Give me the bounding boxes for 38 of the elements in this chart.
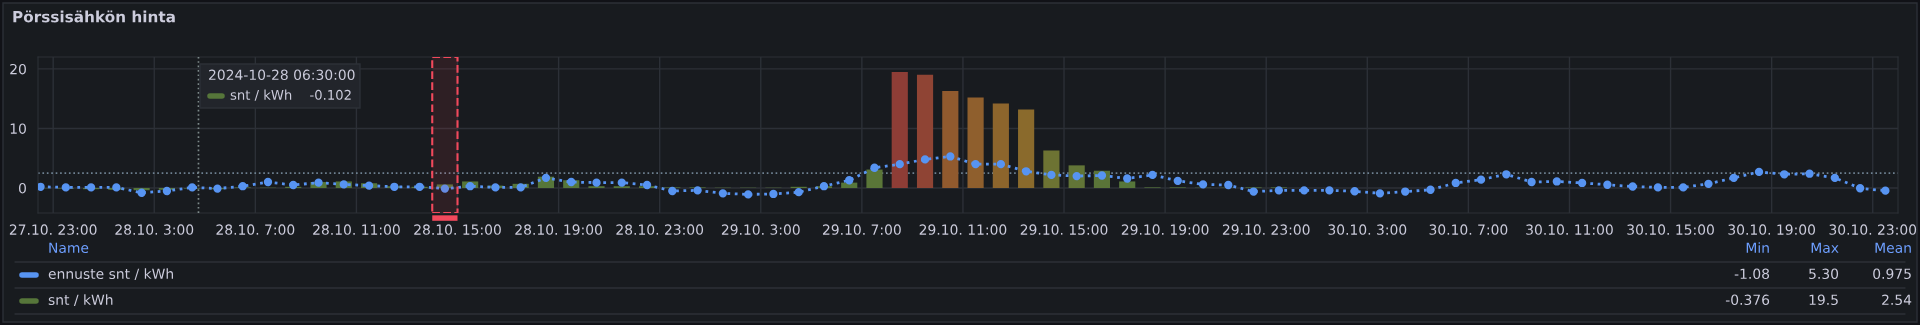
text: Max [1811,242,1839,254]
chart-title: Pörssisähkön hinta [13,10,175,23]
x-tick-label: 29.10. 15:00 [1020,224,1108,235]
y-tick-label: 0 [18,182,26,194]
x-tick-label: 28.10. 15:00 [414,224,501,235]
x-tick-label: 29.10. 7:00 [822,224,901,235]
x-tick-label: 30.10. 15:00 [1627,224,1714,235]
x-tick-label: 27.10. 23:00 [9,224,97,235]
text: Mean [1875,242,1911,254]
annotation: 2024-10-28 06:30:00 [209,69,355,81]
x-tick-label: 29.10. 11:00 [919,224,1007,235]
text: 2.54 [1882,294,1912,306]
x-tick-label: 30.10. 7:00 [1429,224,1508,235]
x-tick-label: 28.10. 7:00 [216,224,295,235]
text: -0.376 [1725,294,1770,306]
x-tick-label: 29.10. 3:00 [721,224,800,235]
x-tick-label: 29.10. 23:00 [1222,224,1310,235]
text: 19.5 [1809,294,1838,306]
x-tick-label: 30.10. 11:00 [1526,224,1613,235]
x-tick-label: 30.10. 3:00 [1328,224,1407,235]
x-tick-label: 29.10. 19:00 [1121,224,1209,235]
x-tick-label: 30.10. 23:00 [1829,224,1917,235]
text: 5.30 [1809,268,1839,280]
legend-label: snt / kWh [48,294,113,307]
legend-label: ennuste snt / kWh [48,268,173,281]
text: Min [1746,242,1769,253]
x-tick-label: 28.10. 11:00 [313,224,400,235]
x-tick-label: 30.10. 19:00 [1728,224,1816,235]
x-tick-label: 28.10. 23:00 [616,224,704,235]
annotation: -0.102 [310,89,351,100]
annotation: snt / kWh [230,89,292,101]
y-tick-label: 10 [10,123,26,134]
y-tick-label: 20 [10,63,26,75]
x-tick-label: 28.10. 19:00 [515,224,602,235]
text: -1.08 [1734,268,1770,280]
x-tick-label: 28.10. 3:00 [115,224,194,235]
text: Name [49,242,89,254]
text: 0.975 [1873,268,1911,280]
